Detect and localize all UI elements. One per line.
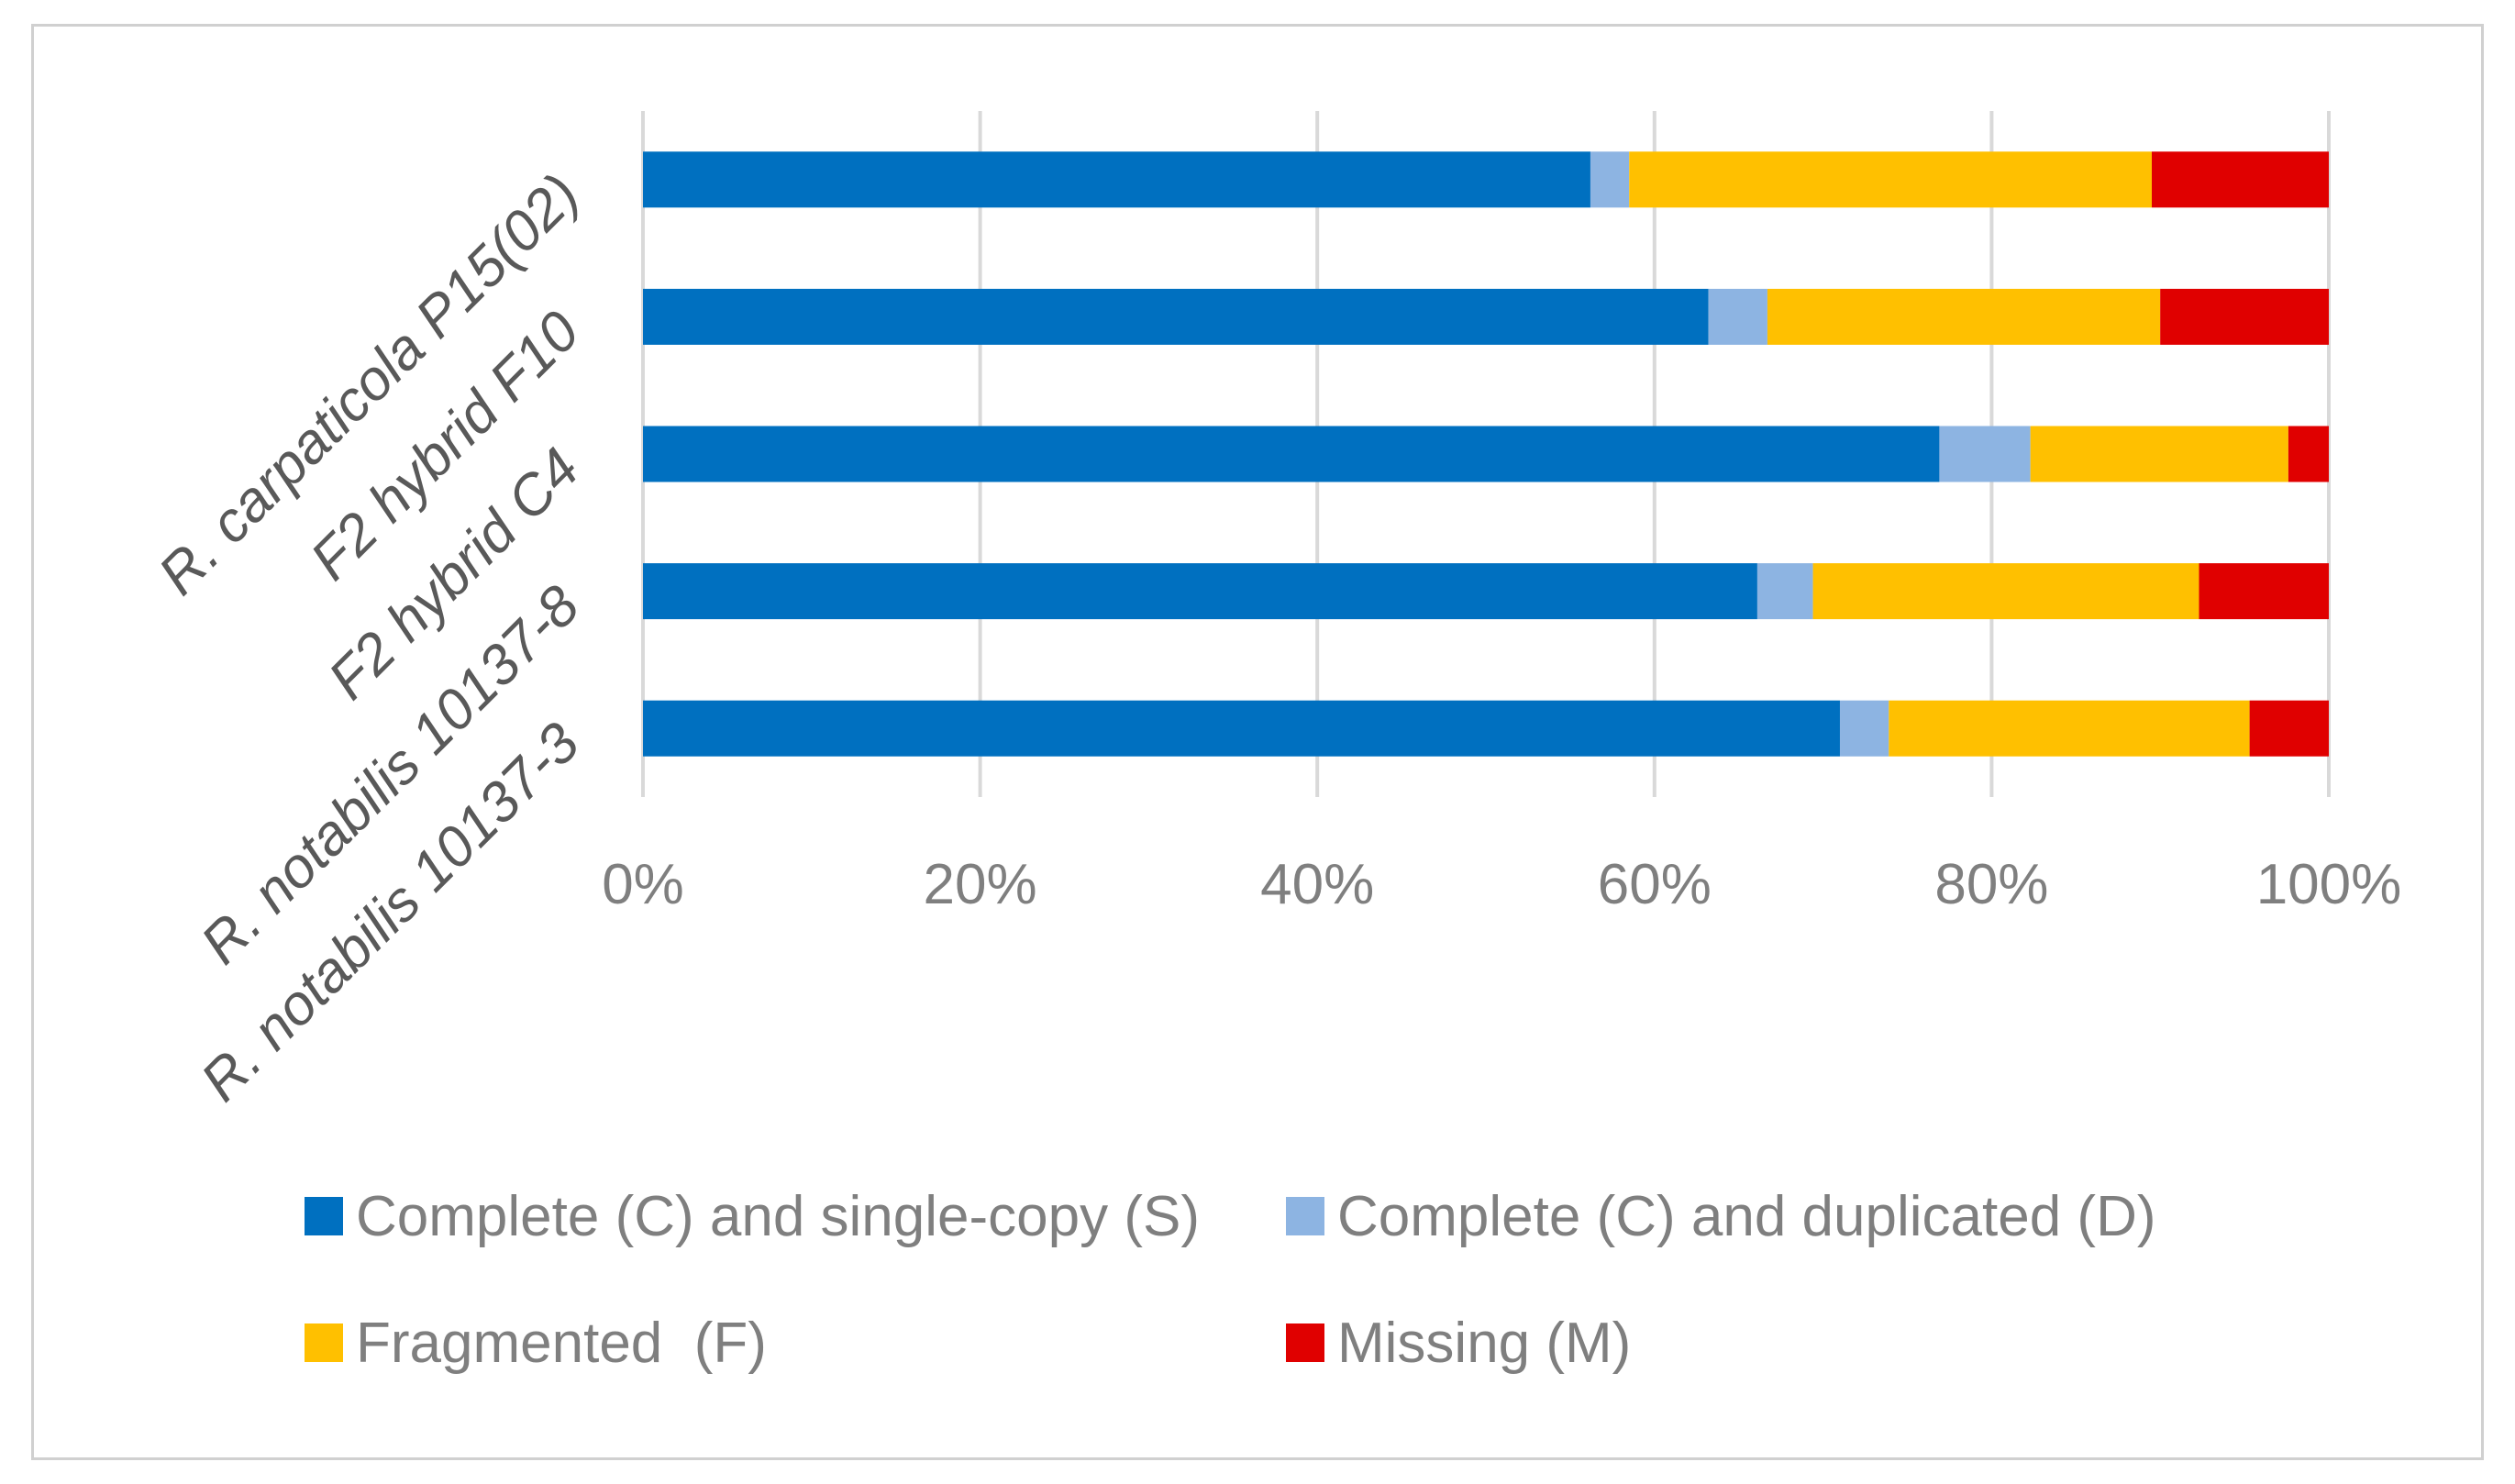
bar-segment [643, 700, 1840, 757]
bars [643, 151, 2329, 757]
bar-segment [2288, 426, 2329, 482]
bar-segment [2199, 563, 2329, 620]
legend-swatch [1286, 1323, 1324, 1362]
x-axis-tick-labels: 0% 20% 40% 60% 80% 100% [602, 853, 2401, 916]
bar-segment [643, 151, 1590, 208]
bar-segment [643, 288, 1709, 345]
x-tick-label: 100% [2256, 853, 2402, 916]
bar-segment [2249, 700, 2329, 757]
legend: Complete (C) and single-copy (S) Complete… [305, 1185, 2156, 1375]
bar-segment [1889, 700, 2250, 757]
legend-label: Fragmented (F) [356, 1312, 767, 1375]
legend-swatch [305, 1197, 343, 1235]
bar-segment [643, 426, 1940, 482]
stacked-bar-chart: 0% 20% 40% 60% 80% 100% R. carpaticola P15(02… [147, 111, 2401, 1375]
bar-segment [1839, 700, 1889, 757]
x-tick-label: 20% [924, 853, 1037, 916]
bar-segment [1756, 563, 1813, 620]
bar-segment [2160, 288, 2329, 345]
legend-label: Missing (M) [1337, 1312, 1631, 1375]
bar-segment [1629, 151, 2153, 208]
x-tick-label: 40% [1260, 853, 1374, 916]
bar-segment [1590, 151, 1630, 208]
legend-label: Complete (C) and duplicated (D) [1337, 1185, 2156, 1248]
bar-segment [1767, 288, 2161, 345]
x-tick-label: 60% [1598, 853, 1712, 916]
x-tick-label: 80% [1934, 853, 2048, 916]
bar-segment [1812, 563, 2199, 620]
bar-segment [2152, 151, 2329, 208]
legend-label: Complete (C) and single-copy (S) [356, 1185, 1200, 1248]
bar-segment [2030, 426, 2288, 482]
bar-segment [1708, 288, 1767, 345]
chart-frame: 0% 20% 40% 60% 80% 100% R. carpaticola P15(02… [31, 24, 2484, 1460]
legend-swatch [305, 1323, 343, 1362]
bar-segment [1939, 426, 2031, 482]
x-tick-label: 0% [602, 853, 684, 916]
bar-segment [643, 563, 1757, 620]
legend-swatch [1286, 1197, 1324, 1235]
